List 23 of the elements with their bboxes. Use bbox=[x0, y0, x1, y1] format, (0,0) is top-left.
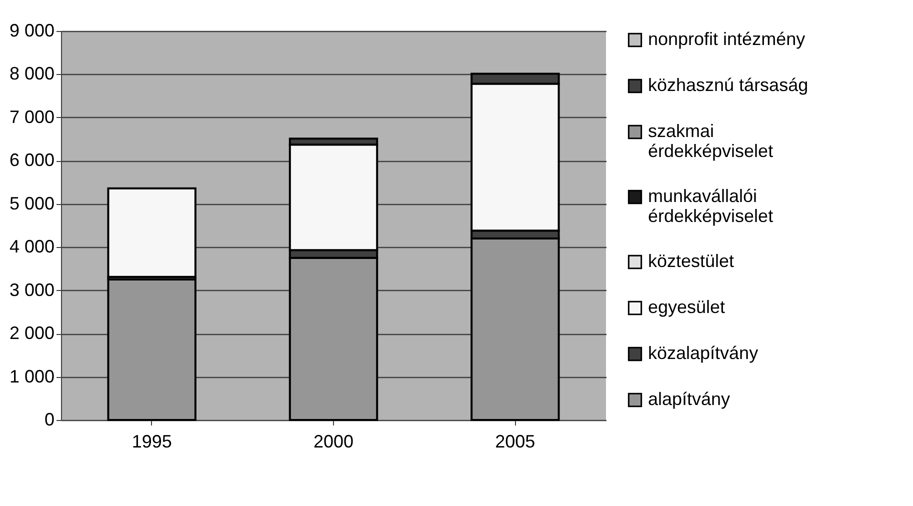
y-tick-label: 7 000 bbox=[9, 106, 54, 127]
x-tick-label: 2005 bbox=[495, 432, 536, 452]
legend-label: köztestület bbox=[648, 251, 734, 271]
y-tick-label: 4 000 bbox=[9, 236, 54, 257]
y-tick-label: 6 000 bbox=[9, 150, 54, 170]
y-tick-label: 2 000 bbox=[9, 323, 54, 344]
legend-label: szakmai érdekképviselet bbox=[648, 121, 774, 161]
legend-label: közhasznú társaság bbox=[648, 75, 808, 95]
y-tick-label: 1 000 bbox=[9, 366, 54, 386]
legend-label: közalapítvány bbox=[648, 343, 758, 363]
y-tick-label: 3 000 bbox=[9, 280, 54, 300]
legend-label: munkavállalói érdekképviselet bbox=[648, 186, 774, 226]
legend-label: alapítvány bbox=[648, 389, 730, 409]
bar bbox=[107, 187, 196, 278]
legend-label: egyesület bbox=[648, 297, 726, 317]
y-tick-label: 9 000 bbox=[9, 20, 54, 40]
x-tick-label: 1995 bbox=[132, 432, 172, 452]
x-tick-label: 2000 bbox=[313, 432, 354, 452]
y-tick-label: 0 bbox=[44, 410, 54, 430]
legend-label: nonprofit intézmény bbox=[648, 29, 806, 49]
y-tick-label: 5 000 bbox=[9, 193, 54, 214]
bar bbox=[107, 278, 196, 421]
y-tick-label: 8 000 bbox=[9, 64, 54, 84]
